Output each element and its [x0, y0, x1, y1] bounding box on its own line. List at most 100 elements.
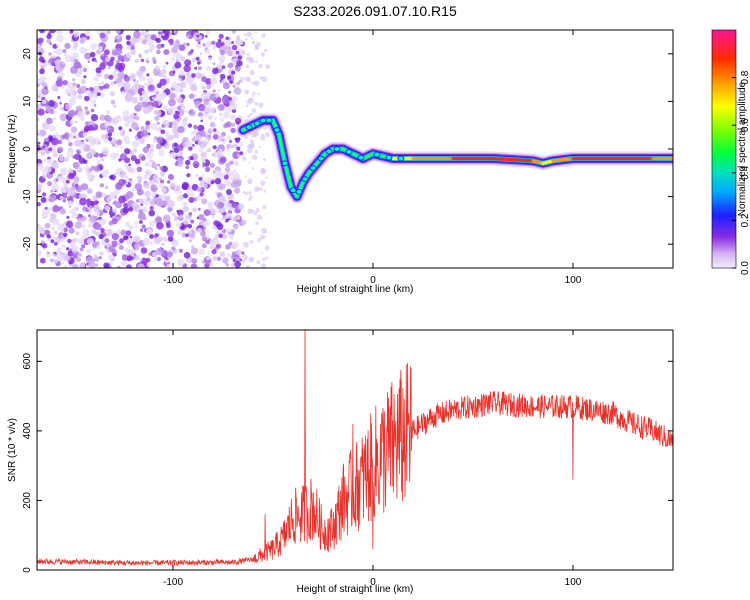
noise-dot — [265, 132, 270, 138]
noise-dot — [59, 208, 66, 215]
noise-dot — [84, 30, 91, 36]
noise-dot — [44, 137, 50, 142]
noise-dot — [188, 93, 195, 100]
noise-dot — [87, 124, 94, 131]
noise-dot — [226, 143, 232, 149]
noise-dot — [179, 81, 187, 89]
noise-dot — [200, 119, 203, 123]
noise-dot — [171, 46, 179, 54]
noise-dot — [252, 91, 256, 95]
bottom-x-tick-label: 100 — [565, 577, 582, 588]
noise-dot — [261, 263, 267, 268]
noise-dot — [48, 147, 53, 152]
noise-dot — [191, 73, 196, 78]
noise-dot — [72, 78, 76, 82]
noise-dot — [68, 227, 75, 234]
noise-dot — [175, 96, 183, 104]
noise-dot — [49, 30, 56, 34]
noise-dot — [100, 218, 107, 225]
noise-dot — [259, 187, 264, 191]
colorbar-gradient — [711, 29, 737, 269]
noise-dot — [71, 52, 80, 60]
noise-dot — [116, 228, 122, 234]
noise-scatter — [37, 30, 270, 268]
noise-dot — [45, 124, 50, 129]
noise-dot — [95, 210, 100, 216]
noise-dot — [221, 65, 226, 69]
noise-dot — [126, 255, 133, 262]
noise-dot — [224, 122, 231, 128]
noise-dot — [156, 49, 161, 55]
bottom-x-axis-label: Height of straight line (km) — [297, 584, 414, 595]
noise-dot — [163, 75, 167, 79]
noise-dot — [217, 201, 225, 209]
noise-dot — [109, 152, 118, 160]
noise-dot — [164, 143, 170, 149]
noise-dot — [166, 229, 175, 238]
noise-dot — [115, 182, 123, 190]
noise-dot — [217, 88, 221, 93]
noise-dot — [78, 47, 86, 54]
noise-dot — [148, 252, 152, 256]
noise-dot — [167, 251, 173, 258]
ridge-core-segment — [491, 156, 535, 163]
noise-dot — [134, 58, 139, 63]
noise-dot — [59, 175, 64, 180]
noise-dot — [197, 207, 201, 211]
noise-dot — [217, 38, 222, 43]
noise-dot — [205, 41, 211, 48]
noise-dot — [67, 238, 72, 244]
noise-dot — [176, 228, 183, 235]
noise-dot — [126, 45, 132, 51]
noise-dot — [140, 129, 148, 137]
noise-dot — [182, 201, 188, 207]
noise-dot — [218, 55, 226, 63]
noise-dot — [171, 212, 177, 218]
noise-dot — [140, 203, 144, 207]
noise-dot — [59, 156, 64, 162]
noise-dot — [133, 30, 141, 39]
noise-dot — [202, 217, 207, 222]
noise-dot — [44, 222, 51, 229]
noise-dot — [70, 62, 75, 66]
noise-dot — [228, 241, 233, 246]
noise-dot — [90, 114, 99, 122]
noise-dot — [62, 199, 66, 203]
noise-dot — [252, 94, 255, 97]
noise-dot — [115, 30, 121, 34]
noise-dot — [230, 144, 234, 148]
noise-dot — [208, 103, 212, 107]
noise-dot — [251, 40, 256, 45]
noise-dot — [194, 66, 198, 70]
noise-dot — [216, 243, 222, 249]
noise-dot — [219, 73, 226, 80]
noise-dot — [40, 231, 45, 235]
noise-dot — [221, 217, 225, 221]
noise-dot — [45, 105, 51, 112]
noise-dot — [258, 63, 263, 69]
noise-dot — [90, 108, 95, 113]
noise-dot — [59, 101, 62, 105]
noise-dot — [53, 110, 58, 114]
noise-dot — [73, 42, 79, 48]
noise-dot — [125, 34, 131, 41]
noise-dot — [51, 183, 60, 192]
noise-dot — [44, 86, 48, 90]
noise-dot — [229, 235, 234, 240]
noise-dot — [72, 161, 80, 169]
colorbar-tick-label: 0.2 — [740, 213, 750, 227]
noise-dot — [132, 235, 141, 244]
noise-dot — [52, 51, 56, 55]
noise-dot — [64, 54, 72, 63]
noise-dot — [232, 241, 239, 249]
noise-dot — [203, 160, 206, 164]
noise-dot — [235, 249, 242, 256]
noise-dot — [197, 124, 205, 132]
noise-dot — [191, 258, 198, 264]
noise-dot — [201, 85, 206, 90]
noise-dot — [217, 135, 224, 142]
noise-dot — [170, 57, 175, 62]
noise-dot — [52, 205, 60, 213]
noise-dot — [155, 127, 160, 132]
noise-dot — [236, 215, 241, 220]
